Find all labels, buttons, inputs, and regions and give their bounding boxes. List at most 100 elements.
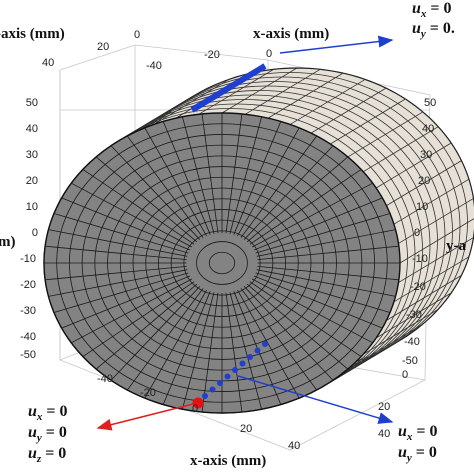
mesh-line	[255, 272, 391, 313]
blue-node-constraints	[202, 341, 268, 399]
bc-value: = 0	[412, 444, 437, 461]
arrow	[237, 375, 394, 424]
mesh-line	[110, 286, 201, 381]
tick-label: 50	[26, 97, 38, 109]
node	[224, 373, 231, 380]
mesh-line	[256, 229, 396, 257]
mesh-line	[110, 145, 201, 240]
mesh-line	[347, 323, 424, 370]
tick-label: -30	[406, 309, 422, 321]
mesh-line	[126, 288, 204, 391]
mesh-line	[237, 127, 300, 237]
mesh-line	[251, 278, 373, 344]
arrow	[96, 402, 198, 431]
bc-subscript: x	[36, 411, 43, 423]
tick-label: -20	[204, 49, 220, 61]
bc-subscript: y	[405, 452, 412, 464]
mesh-line	[240, 288, 318, 391]
bc-value: = 0	[426, 0, 451, 17]
mesh-line	[253, 197, 383, 251]
tick-label: 20	[378, 401, 390, 413]
tick-label: 30	[26, 149, 38, 161]
mesh-line	[144, 127, 207, 237]
node	[254, 347, 261, 354]
bc-value: = 0.	[426, 20, 455, 37]
mesh-line	[201, 292, 219, 413]
tick-label: -40	[97, 373, 113, 385]
tick-label: 40	[26, 123, 38, 135]
axis-label: x-axis (mm)	[190, 453, 266, 469]
arrow	[279, 35, 394, 54]
mesh-line	[132, 87, 209, 134]
tick-label: 40	[422, 123, 434, 135]
fixed-node	[192, 397, 204, 409]
mesh-line	[249, 169, 362, 245]
tick-label: 50	[424, 97, 436, 109]
axis-label: x-axis (mm)	[253, 26, 329, 42]
mesh-line	[363, 126, 439, 173]
mesh-line	[71, 182, 193, 248]
bc-value: = 0	[412, 423, 437, 440]
tick-label: 20	[97, 41, 109, 53]
mesh-line	[240, 135, 318, 238]
mesh-line	[398, 198, 474, 244]
boundary-conditions: ux = 0uy = 0.ux = 0uy = 0uz = 0ux = 0uy …	[28, 0, 455, 465]
mesh-line	[330, 336, 406, 383]
mesh-line	[182, 116, 215, 234]
mesh-line	[229, 292, 262, 410]
mesh-line	[246, 283, 349, 370]
node	[202, 393, 208, 399]
mesh-line	[399, 217, 474, 264]
axis-label: m)	[0, 234, 16, 250]
tick-label: 0	[414, 227, 420, 239]
tick-label: 20	[418, 175, 430, 187]
mesh-line	[201, 113, 219, 234]
bc-subscript: x	[420, 8, 427, 20]
front-mesh	[44, 113, 400, 413]
mesh-line	[48, 269, 188, 297]
mesh-line	[61, 275, 191, 329]
tick-label: 0	[402, 369, 408, 381]
mesh-line	[208, 251, 236, 275]
bc-label: uy = 0	[398, 444, 437, 464]
mesh-line	[61, 197, 191, 251]
mesh-line	[225, 292, 243, 413]
tick-label: -20	[410, 281, 426, 293]
tick-label: 0	[192, 403, 198, 415]
mesh-line	[48, 229, 188, 257]
mesh-line	[347, 111, 424, 158]
bc-value: = 0	[42, 424, 67, 441]
mesh-line	[257, 265, 399, 281]
tick-label: 30	[420, 149, 432, 161]
tick-label: -50	[402, 355, 418, 367]
bc-symbol: u	[412, 20, 421, 37]
mesh-line	[144, 289, 207, 399]
mesh-line	[257, 245, 399, 261]
tick-label: -40	[404, 336, 420, 348]
node	[232, 367, 238, 373]
mesh-line	[71, 278, 193, 344]
mesh-line	[267, 72, 344, 119]
tick-label: 20	[240, 423, 252, 435]
bc-value: = 0	[41, 445, 66, 462]
bc-symbol: u	[398, 423, 407, 440]
bc-label: uz = 0	[28, 445, 66, 465]
mesh-line	[126, 135, 204, 238]
mesh-line	[393, 256, 470, 303]
mesh-line	[243, 145, 334, 240]
mesh-line	[256, 269, 396, 297]
mesh-line	[53, 272, 189, 313]
mesh-line	[243, 286, 334, 381]
bc-label: ux = 0	[398, 423, 438, 443]
mesh-line	[198, 68, 274, 115]
bc-subscript: x	[406, 431, 413, 443]
mesh-line	[45, 265, 187, 281]
mesh-line	[255, 213, 391, 254]
mesh-line	[386, 275, 462, 321]
mesh-line	[363, 308, 439, 355]
node	[239, 360, 246, 367]
bc-label: uy = 0.	[412, 20, 455, 40]
mesh-line	[162, 291, 211, 405]
tick-label: 10	[26, 201, 38, 213]
mesh-line	[233, 121, 282, 235]
